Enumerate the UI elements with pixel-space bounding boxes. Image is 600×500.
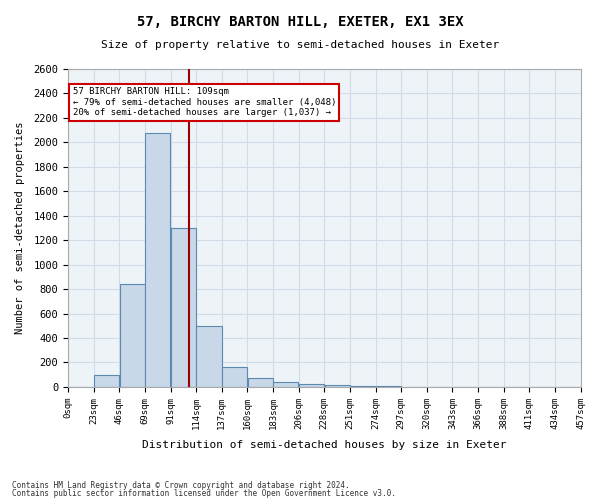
Text: 57, BIRCHY BARTON HILL, EXETER, EX1 3EX: 57, BIRCHY BARTON HILL, EXETER, EX1 3EX [137, 15, 463, 29]
Bar [196, 326, 221, 387]
Bar [350, 386, 375, 387]
X-axis label: Distribution of semi-detached houses by size in Exeter: Distribution of semi-detached houses by … [142, 440, 506, 450]
Bar [325, 385, 350, 387]
Y-axis label: Number of semi-detached properties: Number of semi-detached properties [15, 122, 25, 334]
Bar [171, 228, 196, 387]
Bar [299, 384, 324, 387]
Bar [248, 378, 273, 387]
Bar [119, 284, 145, 387]
Text: Contains HM Land Registry data © Crown copyright and database right 2024.: Contains HM Land Registry data © Crown c… [12, 481, 350, 490]
Text: 57 BIRCHY BARTON HILL: 109sqm
← 79% of semi-detached houses are smaller (4,048)
: 57 BIRCHY BARTON HILL: 109sqm ← 79% of s… [73, 88, 336, 117]
Bar [145, 132, 170, 387]
Bar [376, 386, 401, 387]
Bar [94, 374, 119, 387]
Text: Contains public sector information licensed under the Open Government Licence v3: Contains public sector information licen… [12, 488, 396, 498]
Bar [222, 366, 247, 387]
Bar [274, 382, 298, 387]
Text: Size of property relative to semi-detached houses in Exeter: Size of property relative to semi-detach… [101, 40, 499, 50]
